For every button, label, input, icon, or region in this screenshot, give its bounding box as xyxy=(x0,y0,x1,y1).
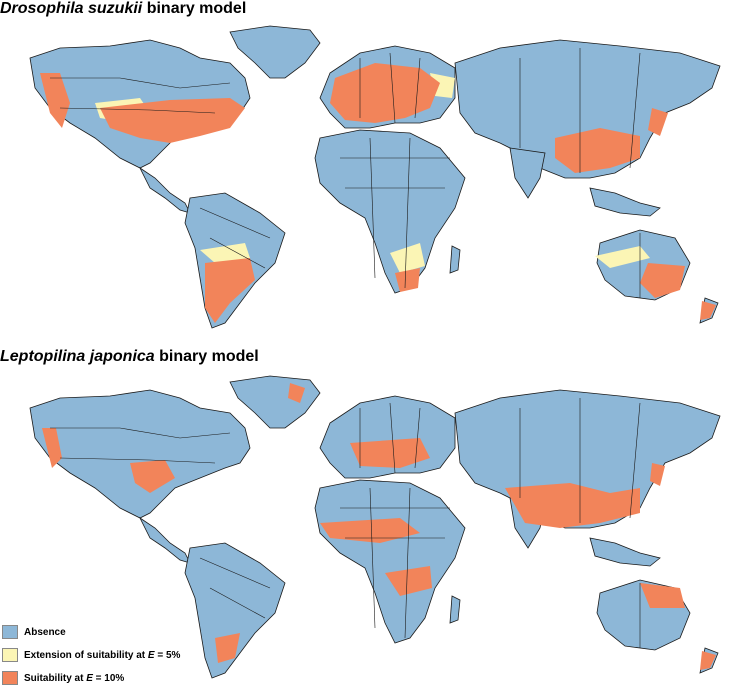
land-region xyxy=(138,166,191,214)
suitability-region xyxy=(215,633,240,663)
land-region xyxy=(314,129,466,294)
land-region xyxy=(509,147,546,199)
country-borders xyxy=(50,398,641,648)
suitability-region xyxy=(385,566,432,596)
legend-item-suitability: Suitability at E = 10% xyxy=(2,670,180,686)
border-line xyxy=(50,77,231,89)
suitability-region xyxy=(350,438,430,468)
suitability-region xyxy=(330,63,440,123)
legend-label: Absence xyxy=(24,626,66,638)
suitability-region xyxy=(42,428,62,468)
land-region xyxy=(229,375,321,429)
suitability-region xyxy=(648,108,668,136)
border-line xyxy=(414,57,421,119)
legend: Absence Extension of suitability at E = … xyxy=(2,624,180,693)
legend-swatch-extension xyxy=(2,648,18,662)
land-region xyxy=(589,187,661,217)
suitability-region xyxy=(288,383,305,403)
legend-label: Extension of suitability at E = 5% xyxy=(24,649,181,661)
border-line xyxy=(414,407,421,469)
border-line xyxy=(404,137,411,289)
border-line xyxy=(209,587,266,619)
extension-region xyxy=(200,243,250,263)
suitability-region xyxy=(700,651,716,670)
border-line xyxy=(369,487,376,629)
suitability-areas xyxy=(40,63,716,323)
border-line xyxy=(209,237,266,269)
border-line xyxy=(404,487,411,639)
border-line xyxy=(389,52,396,124)
suitability-region xyxy=(640,583,685,608)
border-line xyxy=(199,557,271,589)
suitability-region xyxy=(320,518,420,543)
extension-region xyxy=(595,246,650,268)
suitability-areas xyxy=(42,383,716,670)
suitability-region xyxy=(505,483,640,528)
border-line xyxy=(50,427,231,439)
land-region xyxy=(449,595,461,624)
world-map-leptopilina-japonica xyxy=(29,375,721,679)
border-line xyxy=(389,402,396,474)
land-region xyxy=(29,389,251,519)
land-region xyxy=(229,25,321,79)
legend-label: Suitability at E = 10% xyxy=(24,672,125,684)
suitability-region xyxy=(650,463,665,486)
legend-item-absence: Absence xyxy=(2,624,180,640)
border-line xyxy=(199,207,271,239)
border-line xyxy=(59,457,216,464)
suitability-region xyxy=(700,301,716,320)
land-region xyxy=(314,479,466,644)
country-borders xyxy=(50,48,641,298)
border-line xyxy=(629,52,641,169)
legend-item-extension: Extension of suitability at E = 5% xyxy=(2,647,180,663)
land-region xyxy=(138,516,191,564)
land-region xyxy=(589,537,661,567)
border-line xyxy=(629,402,641,519)
extension-region xyxy=(390,243,425,273)
land-region xyxy=(449,245,461,274)
suitability-region xyxy=(395,268,420,292)
legend-swatch-absence xyxy=(2,625,18,639)
panel-title-drosophila: Drosophila suzukii binary model xyxy=(0,0,247,17)
world-map-drosophila-suzukii xyxy=(29,25,721,329)
suitability-region xyxy=(640,263,685,298)
border-line xyxy=(59,107,216,114)
suitability-region xyxy=(40,73,70,128)
panel-title-leptopilina: Leptopilina japonica binary model xyxy=(0,348,259,365)
land-region xyxy=(184,542,286,679)
land-region xyxy=(454,39,721,179)
border-line xyxy=(369,137,376,279)
suitability-region xyxy=(100,98,245,143)
suitability-region xyxy=(130,460,175,493)
legend-swatch-suitability xyxy=(2,671,18,685)
suitability-region xyxy=(555,128,640,173)
suitability-region xyxy=(205,258,255,323)
